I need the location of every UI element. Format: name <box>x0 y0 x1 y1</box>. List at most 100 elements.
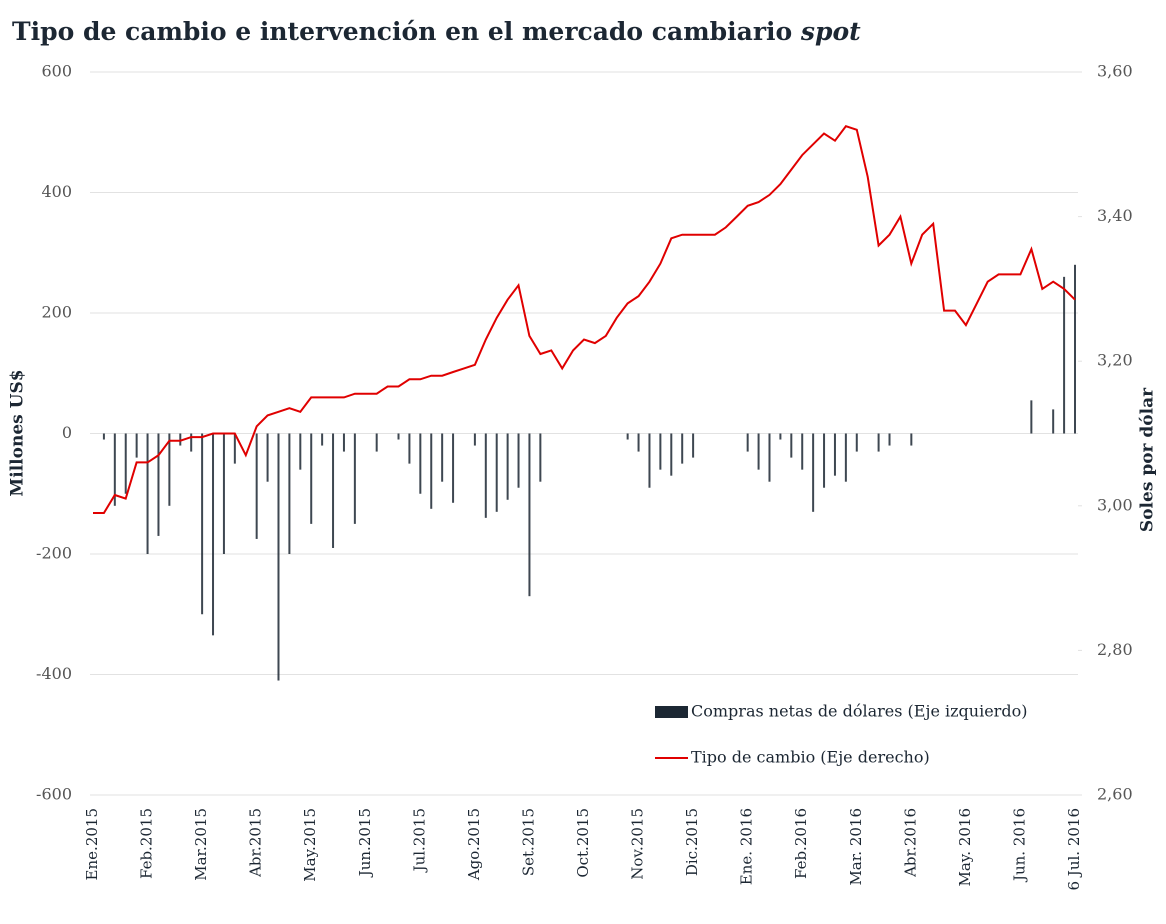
y2-axis-label: Soles por dólar <box>1138 387 1158 532</box>
x-tick-label: Ago.2015 <box>465 808 483 881</box>
x-tick-label: Mar. 2016 <box>847 808 865 886</box>
x-tick-label: Ene.2015 <box>83 808 101 880</box>
bar <box>146 433 149 554</box>
x-tick-label: Jul.2015 <box>410 808 428 873</box>
x-tick-label: Feb.2015 <box>138 808 156 879</box>
legend-label: Tipo de cambio (Eje derecho) <box>691 748 930 767</box>
chart-title: Tipo de cambio e intervención en el merc… <box>12 17 861 46</box>
bar <box>1030 400 1033 434</box>
bar <box>168 433 171 506</box>
y-axis-label: Millones US$ <box>8 369 28 496</box>
bar <box>342 433 345 452</box>
bar <box>397 433 400 440</box>
bar <box>801 433 804 470</box>
bar <box>310 433 313 524</box>
bar <box>812 433 815 512</box>
bar <box>648 433 651 488</box>
bar <box>452 433 455 503</box>
bar <box>135 433 138 458</box>
bar <box>102 433 105 440</box>
x-tick-label: Feb.2016 <box>792 808 810 879</box>
bar <box>626 433 629 440</box>
y-tick-label: -600 <box>36 785 72 804</box>
bar <box>855 433 858 452</box>
bar <box>528 433 531 597</box>
bar <box>1052 409 1055 434</box>
legend-swatch <box>655 706 688 718</box>
y2-tick-label: 3,60 <box>1097 62 1133 81</box>
x-tick-label: Set.2015 <box>519 808 537 876</box>
bar <box>495 433 498 512</box>
bar <box>255 433 258 539</box>
bar <box>637 433 640 452</box>
y-tick-label: -400 <box>36 664 72 683</box>
y2-tick-label: 3,20 <box>1097 351 1133 370</box>
bar <box>484 433 487 518</box>
bar <box>124 433 127 494</box>
bar <box>190 433 193 452</box>
bar <box>844 433 847 482</box>
bar <box>157 433 160 536</box>
bar <box>833 433 836 476</box>
title-italic: spot <box>800 17 861 46</box>
y-tick-label: 0 <box>62 423 72 442</box>
bar <box>877 433 880 452</box>
bar <box>659 433 662 470</box>
bar <box>266 433 269 482</box>
bar <box>670 433 673 476</box>
legend-label: Compras netas de dólares (Eje izquierdo) <box>691 702 1027 721</box>
y-tick-label: 400 <box>41 182 72 201</box>
bar <box>321 433 324 446</box>
bar <box>332 433 335 548</box>
bar <box>441 433 444 482</box>
bar <box>790 433 793 458</box>
x-tick-label: 6 Jul. 2016 <box>1065 808 1083 891</box>
y2-tick-label: 3,40 <box>1097 206 1133 225</box>
bar <box>506 433 509 500</box>
y2-tick-label: 3,00 <box>1097 495 1133 514</box>
bar <box>375 433 378 452</box>
bar <box>277 433 280 681</box>
bar <box>288 433 291 554</box>
x-tick-label: Jun.2015 <box>356 808 374 878</box>
bar <box>539 433 542 482</box>
bar <box>222 433 225 554</box>
bar <box>233 433 236 464</box>
x-tick-label: May.2015 <box>301 808 319 882</box>
x-tick-label: Ene. 2016 <box>738 808 756 885</box>
y-tick-label: -200 <box>36 544 72 563</box>
bar <box>473 433 476 446</box>
x-tick-label: Jun. 2016 <box>1010 808 1028 883</box>
bar <box>517 433 520 488</box>
line-series <box>93 125 1076 514</box>
bar <box>1074 264 1076 434</box>
bar <box>408 433 411 464</box>
y-tick-label: 600 <box>41 62 72 81</box>
bar <box>768 433 771 482</box>
bar <box>430 433 433 509</box>
bar <box>681 433 684 464</box>
bar <box>353 433 356 524</box>
x-tick-label: Mar.2015 <box>192 808 210 881</box>
x-tick-label: Oct.2015 <box>574 808 592 878</box>
bar <box>419 433 422 494</box>
x-tick-label: Dic.2015 <box>683 808 701 876</box>
bar <box>746 433 749 452</box>
bar <box>179 433 182 446</box>
y2-tick-label: 2,60 <box>1097 785 1133 804</box>
x-tick-label: Nov.2015 <box>629 808 647 880</box>
bar <box>779 433 782 440</box>
y2-tick-label: 2,80 <box>1097 640 1133 659</box>
bar <box>823 433 826 488</box>
y-tick-label: 200 <box>41 303 72 322</box>
bar <box>201 433 204 615</box>
bar <box>910 433 913 446</box>
title-main: Tipo de cambio e intervención en el merc… <box>12 17 792 46</box>
bar <box>1063 276 1066 434</box>
x-tick-label: May. 2016 <box>956 808 974 887</box>
bar <box>888 433 891 446</box>
bar <box>113 433 116 506</box>
bar <box>299 433 302 470</box>
x-tick-label: Abr.2015 <box>247 808 265 878</box>
bar <box>212 433 215 636</box>
